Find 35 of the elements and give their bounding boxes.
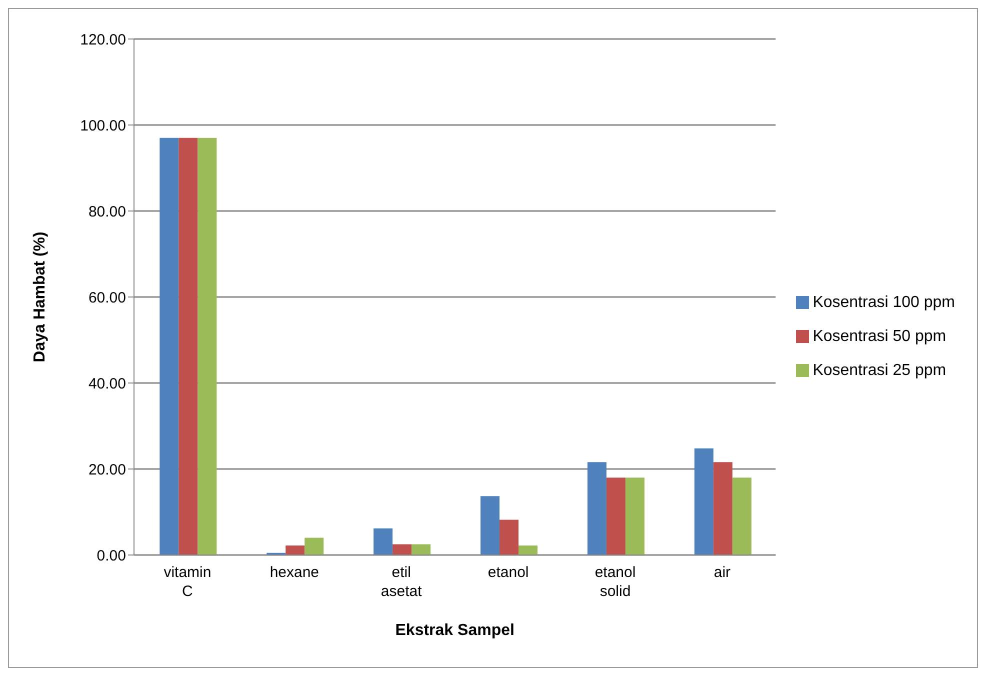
bar bbox=[694, 448, 714, 555]
bar bbox=[500, 520, 519, 555]
bar bbox=[178, 138, 198, 555]
y-tick-label: 20.00 bbox=[88, 461, 126, 478]
x-tick-label: vitamin C bbox=[164, 564, 212, 600]
bar bbox=[732, 478, 752, 555]
bar bbox=[160, 138, 179, 555]
legend-label: Kosentrasi 50 ppm bbox=[812, 328, 946, 345]
bar bbox=[713, 462, 732, 555]
legend-label: Kosentrasi 100 ppm bbox=[812, 294, 955, 311]
x-tick-label: etanol solid bbox=[594, 564, 636, 600]
y-axis-title: Daya Hambat (%) bbox=[32, 232, 49, 362]
x-tick-label: air bbox=[714, 564, 731, 581]
x-tick-label: etil asetat bbox=[380, 564, 423, 600]
legend-label: Kosentrasi 25 ppm bbox=[812, 362, 946, 379]
bar bbox=[518, 546, 538, 555]
bar bbox=[412, 544, 431, 555]
bar bbox=[304, 538, 324, 555]
y-tick-label: 60.00 bbox=[88, 289, 126, 306]
y-tick-label: 80.00 bbox=[88, 203, 126, 220]
bar bbox=[480, 496, 500, 555]
y-tick-label: 0.00 bbox=[96, 547, 126, 564]
bar bbox=[286, 546, 305, 555]
y-tick-label: 120.00 bbox=[80, 31, 126, 48]
bar bbox=[606, 478, 626, 555]
bar bbox=[198, 138, 217, 555]
bar bbox=[374, 528, 393, 555]
x-tick-label: etanol bbox=[488, 564, 529, 581]
y-tick-label: 100.00 bbox=[80, 117, 126, 134]
x-tick-label: hexane bbox=[270, 564, 320, 581]
x-axis-title: Ekstrak Sampel bbox=[395, 622, 514, 639]
y-tick-label: 40.00 bbox=[88, 375, 126, 392]
bar bbox=[625, 478, 644, 555]
bar bbox=[587, 462, 606, 555]
bar bbox=[392, 544, 412, 555]
